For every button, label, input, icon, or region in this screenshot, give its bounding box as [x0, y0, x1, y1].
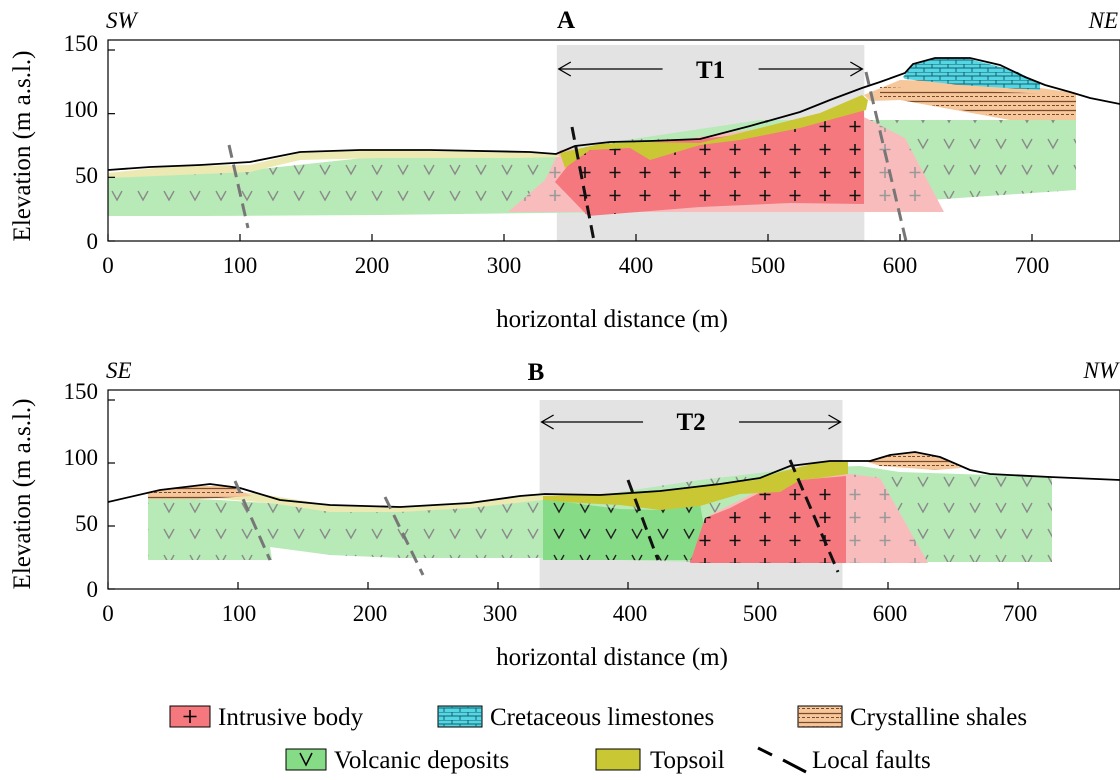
x-tick-label: 0: [102, 601, 114, 626]
y-tick-label: 100: [64, 445, 99, 470]
cretaceous-limestone-pattern: [903, 58, 1040, 90]
x-tick-label: 400: [619, 253, 654, 278]
panel-b-plot-frame: [107, 389, 1120, 590]
legend: Intrusive body Cretaceous limestones Cry…: [169, 704, 1027, 774]
panel-a-geology: [108, 57, 1120, 241]
crystalline-shales-pattern: [880, 87, 1076, 118]
local-fault-line: [233, 480, 272, 561]
panel-b-x-axis-title: horizontal distance (m): [496, 644, 728, 671]
legend-label-limestone: Cretaceous limestones: [490, 704, 714, 731]
panel-a-letter: A: [557, 7, 575, 34]
local-fault-line: [864, 71, 908, 241]
legend-item-volcanic: Volcanic deposits: [285, 747, 509, 774]
legend-label-topsoil: Topsoil: [650, 747, 725, 774]
panel-a-y-ticks: [108, 49, 115, 242]
plus-icon: [183, 710, 197, 723]
legend-label-shales: Crystalline shales: [850, 704, 1027, 731]
x-tick-label: 500: [751, 253, 786, 278]
intrusive-body-core-pattern: [555, 106, 864, 216]
crystalline-shales-pattern: [148, 486, 252, 499]
x-tick-label: 600: [883, 253, 918, 278]
brick-icon: [438, 706, 482, 727]
topsoil-unit: [543, 462, 848, 510]
legend-label-intrusive: Intrusive body: [218, 704, 364, 731]
panel-b-x-ticks: [107, 582, 1019, 589]
x-tick-label: 100: [223, 253, 258, 278]
y-tick-label: 150: [64, 379, 99, 404]
panel-b-section: 0 100 200 300 400 500 600 700 0 50 100 1…: [9, 358, 1120, 671]
panel-b-letter: B: [528, 359, 545, 386]
y-tick-label: 100: [64, 97, 99, 122]
y-tick-label: 150: [64, 31, 99, 56]
y-tick-label: 50: [75, 163, 98, 188]
y-tick-label: 0: [87, 577, 99, 602]
local-fault-line: [788, 459, 840, 573]
panel-a-left-direction: SW: [106, 8, 139, 33]
y-tick-label: 50: [75, 511, 98, 536]
legend-item-limestone: Cretaceous limestones: [437, 704, 714, 731]
panel-b-zone-span-arrow: [540, 414, 842, 430]
x-tick-label: 600: [873, 601, 908, 626]
panel-a-zone-label: T1: [696, 57, 725, 84]
x-tick-label: 100: [222, 601, 257, 626]
x-tick-label: 400: [613, 601, 648, 626]
local-fault-line: [626, 479, 660, 561]
x-tick-label: 500: [743, 601, 778, 626]
x-tick-label: 200: [355, 253, 390, 278]
local-fault-line: [383, 496, 425, 576]
panel-a-plot-frame: [107, 39, 1120, 242]
panel-b-y-ticks: [108, 399, 115, 590]
panel-a-zone-span-arrow: [557, 61, 864, 77]
volcanic-swatch: [285, 748, 327, 771]
legend-item-intrusive: Intrusive body: [169, 704, 364, 731]
panel-b-topography: [108, 451, 1120, 508]
panel-a-right-direction: NE: [1088, 8, 1118, 33]
legend-item-topsoil: Topsoil: [595, 747, 725, 774]
legend-label-faults: Local faults: [812, 747, 931, 774]
x-tick-label: 0: [102, 253, 114, 278]
panel-a-section: 0 100 200 300 400 500 600 700 0 50 100 1…: [9, 7, 1120, 333]
panel-b-left-direction: SE: [106, 358, 132, 383]
legend-item-shales: Crystalline shales: [797, 704, 1027, 731]
legend-item-faults: Local faults: [757, 746, 931, 774]
x-tick-label: 200: [353, 601, 388, 626]
shale-lines-icon: [798, 706, 842, 727]
panel-b-geology: [108, 451, 1120, 576]
fault-dash-icon: [757, 746, 773, 757]
legend-label-volcanic: Volcanic deposits: [334, 747, 509, 774]
panel-b-right-direction: NW: [1083, 358, 1120, 383]
panel-a-x-ticks: [107, 234, 1033, 241]
panel-b-y-axis-title: Elevation (m a.s.l.): [9, 399, 36, 590]
volcanic-deposits-dark-pattern: [543, 498, 710, 560]
panel-a-x-axis-title: horizontal distance (m): [496, 306, 728, 333]
topsoil-light-strip: [108, 150, 560, 178]
x-tick-label: 700: [1015, 253, 1050, 278]
panel-a-topography: [108, 57, 1120, 171]
y-tick-label: 0: [87, 229, 99, 254]
x-tick-label: 300: [483, 601, 518, 626]
topsoil-unit: [560, 95, 868, 168]
panel-b-zone-label: T2: [676, 409, 705, 436]
v-mark-icon: [299, 752, 313, 767]
topsoil-swatch: [595, 748, 641, 771]
x-tick-label: 700: [1003, 601, 1038, 626]
fault-dash-icon: [782, 758, 807, 774]
panel-a-y-axis-title: Elevation (m a.s.l.): [9, 51, 36, 242]
crystalline-shales-pattern: [868, 453, 962, 470]
local-fault-line: [227, 144, 250, 229]
x-tick-label: 300: [487, 253, 522, 278]
